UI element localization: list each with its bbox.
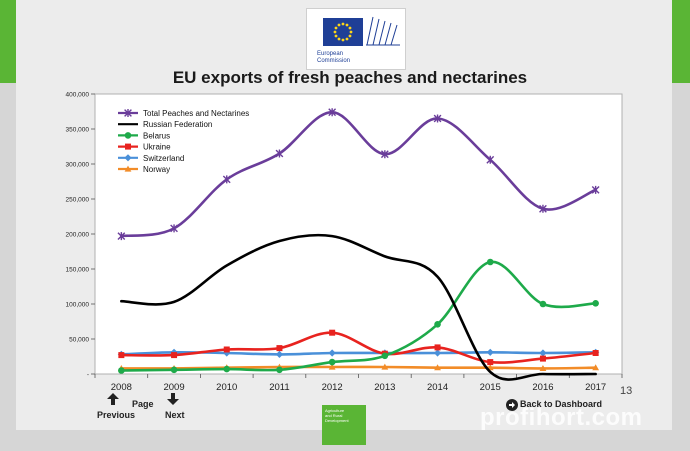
eu-flag-icon [323, 18, 363, 46]
y-tick-label: 350,000 [66, 127, 90, 134]
data-point [592, 364, 600, 371]
legend-marker [125, 143, 131, 150]
european-commission-logo: European Commission [306, 8, 406, 70]
y-tick-label: 150,000 [66, 267, 90, 274]
chart-title: EU exports of fresh peaches and nectarin… [172, 68, 528, 87]
data-point [434, 344, 441, 351]
plot-area [94, 93, 623, 375]
x-tick-label: 2012 [322, 382, 343, 393]
data-point [117, 232, 126, 241]
data-point [591, 185, 600, 194]
y-tick-label: 100,000 [66, 302, 90, 309]
y-tick-label: - [87, 372, 89, 379]
data-point [223, 365, 231, 373]
data-point [434, 364, 441, 371]
building-icon [365, 15, 401, 47]
data-point [592, 350, 599, 356]
data-point [486, 348, 494, 356]
data-point [170, 224, 178, 233]
legend-label: Switzerland [143, 154, 184, 163]
data-point [539, 300, 547, 308]
back-to-dashboard-link[interactable]: Back to Dashboard [520, 399, 603, 409]
y-tick-label: 50,000 [69, 337, 89, 344]
x-tick-label: 2015 [480, 382, 501, 393]
data-point [328, 349, 336, 357]
data-point [592, 300, 599, 307]
data-point [487, 359, 494, 366]
x-tick-label: 2014 [427, 382, 448, 393]
data-point [329, 329, 336, 336]
x-tick-label: 2010 [216, 382, 237, 393]
data-point [223, 346, 230, 353]
data-point [381, 363, 389, 370]
legend-marker [124, 132, 132, 139]
page-label: Page [132, 399, 154, 409]
series-line [120, 110, 597, 238]
up-arrow-icon[interactable] [106, 392, 120, 406]
legend-label: Total Peaches and Nectarines [143, 109, 249, 118]
agriculture-logo-text: Agriculture and Rural Development [325, 408, 349, 423]
data-point [539, 349, 547, 357]
data-point [118, 352, 125, 359]
legend-label: Ukraine [143, 143, 171, 152]
x-tick-label: 2016 [532, 382, 553, 393]
data-point [118, 367, 125, 374]
y-tick-label: 400,000 [66, 92, 90, 99]
agriculture-logo: Agriculture and Rural Development [322, 405, 366, 445]
watermark: profihort.com [480, 404, 643, 431]
data-point [434, 321, 441, 328]
data-point [275, 350, 284, 358]
data-point [328, 108, 337, 117]
series-line [120, 331, 597, 364]
logo-text: European Commission [317, 51, 351, 64]
right-arrow-icon[interactable] [506, 398, 518, 411]
data-point [486, 155, 495, 164]
x-tick-label: 2009 [163, 382, 184, 393]
legend-marker [124, 154, 132, 162]
data-point [539, 365, 547, 371]
data-point [276, 345, 283, 352]
data-point [433, 114, 442, 123]
data-point [539, 204, 547, 213]
y-tick-label: 250,000 [66, 197, 90, 204]
page-number: 13 [620, 385, 633, 397]
data-point [433, 349, 442, 357]
legend-label: Norway [143, 165, 170, 174]
previous-button[interactable]: Previous [97, 410, 136, 420]
data-point [276, 366, 283, 374]
legend-label: Russian Federation [143, 120, 212, 129]
data-point [328, 363, 336, 370]
data-point [275, 149, 284, 158]
data-point [381, 352, 389, 360]
legend-label: Belarus [143, 131, 170, 140]
data-point [170, 366, 178, 374]
next-button[interactable]: Next [165, 410, 185, 420]
x-tick-label: 2008 [111, 382, 132, 393]
legend-marker [124, 109, 132, 117]
x-tick-label: 2011 [269, 382, 289, 393]
x-tick-label: 2013 [374, 382, 395, 393]
data-point [380, 150, 389, 159]
series-line [120, 260, 597, 372]
data-point [486, 258, 494, 266]
down-arrow-icon[interactable] [166, 392, 180, 406]
data-point [539, 355, 546, 362]
data-point [328, 358, 336, 366]
x-tick-label: 2017 [585, 382, 606, 393]
series-line [120, 233, 597, 381]
y-tick-label: 300,000 [66, 162, 90, 169]
data-point [222, 175, 231, 184]
y-tick-label: 200,000 [66, 232, 90, 239]
legend-marker [124, 165, 132, 172]
data-point [171, 352, 178, 359]
